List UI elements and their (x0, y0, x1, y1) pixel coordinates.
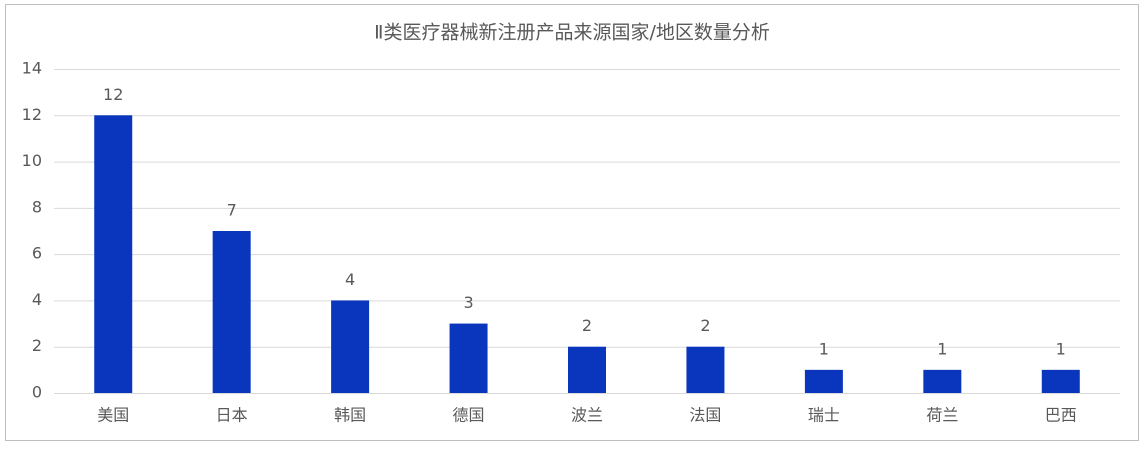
value-label: 2 (700, 316, 710, 335)
x-tick-label: 瑞士 (808, 406, 840, 425)
y-tick-label: 2 (32, 336, 42, 355)
value-label: 3 (463, 293, 473, 312)
y-tick-label: 10 (22, 151, 42, 170)
x-tick-label: 波兰 (571, 406, 603, 425)
bar (449, 323, 488, 393)
chart-title: Ⅱ类医疗器械新注册产品来源国家/地区数量分析 (374, 22, 770, 44)
x-tick-label: 德国 (453, 406, 485, 425)
value-label: 1 (819, 339, 829, 358)
bar (568, 346, 606, 393)
value-label: 7 (227, 201, 237, 220)
x-tick-label: 荷兰 (926, 406, 958, 425)
value-label: 12 (103, 85, 123, 104)
value-label: 1 (1056, 339, 1066, 358)
y-tick-label: 8 (32, 197, 42, 216)
bar (212, 231, 251, 393)
bar (804, 369, 843, 393)
y-tick-label: 14 (22, 59, 42, 78)
x-tick-label: 日本 (216, 406, 248, 425)
x-tick-label: 法国 (689, 406, 721, 425)
bar (1041, 369, 1080, 393)
x-tick-label: 巴西 (1045, 406, 1077, 425)
value-label: 4 (345, 270, 355, 289)
bar (331, 300, 370, 393)
x-tick-label: 美国 (97, 406, 129, 425)
y-tick-label: 0 (32, 383, 42, 402)
value-label: 2 (582, 316, 592, 335)
value-label: 1 (937, 339, 947, 358)
bar (94, 115, 133, 394)
y-tick-label: 12 (22, 105, 42, 124)
bar (923, 369, 962, 393)
y-tick-label: 6 (32, 244, 42, 263)
bar (686, 346, 725, 393)
y-tick-label: 4 (32, 290, 42, 309)
x-tick-label: 韩国 (334, 406, 366, 425)
